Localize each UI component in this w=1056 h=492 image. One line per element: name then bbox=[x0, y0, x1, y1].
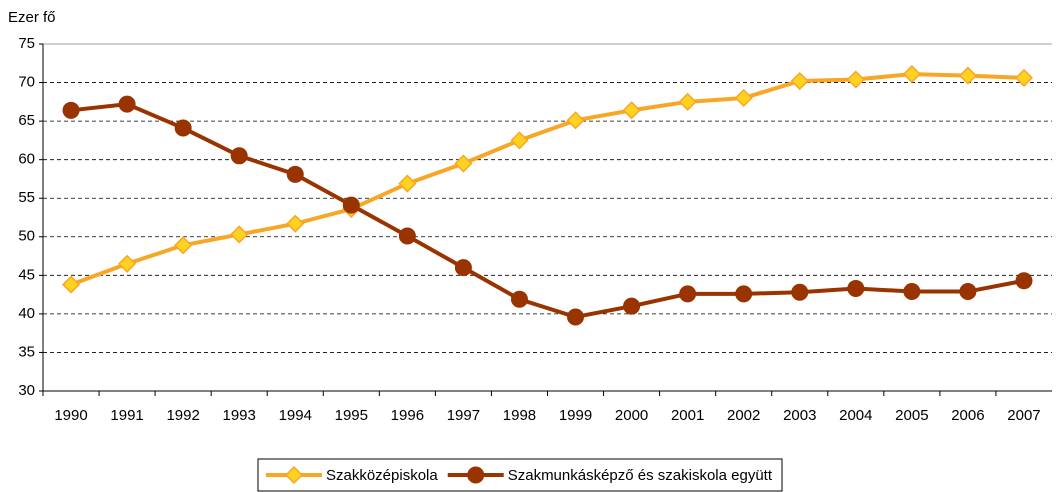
y-tick-label: 30 bbox=[18, 382, 35, 399]
y-tick-label: 65 bbox=[18, 112, 35, 129]
marker bbox=[510, 290, 528, 308]
x-tick-label: 2006 bbox=[951, 407, 984, 424]
y-tick-label: 40 bbox=[18, 305, 35, 322]
marker bbox=[622, 101, 641, 120]
marker bbox=[284, 465, 304, 485]
marker bbox=[958, 66, 977, 85]
marker bbox=[286, 165, 304, 183]
y-tick-label: 55 bbox=[18, 189, 35, 206]
x-tick-label: 2002 bbox=[727, 407, 760, 424]
marker bbox=[1014, 68, 1034, 87]
legend-label: Szakközépiskola bbox=[326, 467, 438, 484]
marker bbox=[174, 119, 192, 137]
marker bbox=[735, 285, 753, 303]
x-tick-label: 2001 bbox=[671, 407, 704, 424]
x-tick-label: 1993 bbox=[223, 407, 256, 424]
marker bbox=[342, 196, 360, 214]
marker bbox=[846, 70, 865, 89]
marker bbox=[398, 227, 416, 245]
marker bbox=[230, 225, 249, 244]
marker bbox=[398, 174, 417, 193]
marker bbox=[959, 283, 977, 301]
x-tick-label: 2007 bbox=[1007, 407, 1040, 424]
marker bbox=[623, 297, 641, 315]
marker bbox=[118, 254, 137, 273]
y-tick-label: 60 bbox=[18, 151, 35, 168]
marker bbox=[510, 131, 529, 150]
x-tick-label: 1998 bbox=[503, 407, 536, 424]
series-line bbox=[70, 72, 1025, 287]
marker bbox=[286, 214, 305, 233]
marker bbox=[791, 283, 809, 301]
x-tick-label: 2003 bbox=[783, 407, 816, 424]
marker bbox=[567, 308, 585, 326]
marker bbox=[847, 279, 865, 297]
marker bbox=[174, 236, 193, 255]
x-tick-label: 1994 bbox=[279, 407, 312, 424]
x-tick-label: 1997 bbox=[447, 407, 480, 424]
y-tick-label: 35 bbox=[18, 343, 35, 360]
marker bbox=[61, 275, 81, 294]
marker bbox=[734, 88, 753, 108]
x-tick-label: 1999 bbox=[559, 407, 592, 424]
marker bbox=[454, 259, 472, 277]
x-tick-label: 2000 bbox=[615, 407, 648, 424]
y-tick-label: 75 bbox=[18, 35, 35, 52]
legend-label: Szakmunkásképző és szakiskola együtt bbox=[508, 467, 773, 484]
marker bbox=[679, 285, 697, 303]
marker bbox=[790, 71, 809, 91]
marker bbox=[1015, 272, 1033, 290]
x-tick-label: 1990 bbox=[54, 407, 87, 424]
legend: Szakközépiskola Szakmunkásképző és szakis… bbox=[257, 458, 783, 492]
marker bbox=[118, 95, 136, 113]
series-line bbox=[70, 102, 1025, 320]
x-tick-label: 1996 bbox=[391, 407, 424, 424]
marker bbox=[454, 154, 473, 173]
x-tick-label: 2004 bbox=[839, 407, 872, 424]
marker bbox=[566, 111, 585, 130]
marker bbox=[902, 65, 921, 84]
x-tick-label: 1991 bbox=[110, 407, 143, 424]
y-tick-label: 45 bbox=[18, 266, 35, 283]
marker bbox=[467, 466, 485, 484]
x-tick-label: 2005 bbox=[895, 407, 928, 424]
marker bbox=[678, 92, 697, 111]
y-tick-label: 50 bbox=[18, 228, 35, 245]
x-tick-label: 1995 bbox=[335, 407, 368, 424]
marker bbox=[903, 283, 921, 301]
marker bbox=[230, 147, 248, 165]
marker bbox=[62, 101, 80, 119]
x-tick-label: 1992 bbox=[166, 407, 199, 424]
legend-box bbox=[257, 458, 783, 492]
y-axis-label: Ezer fő bbox=[8, 9, 56, 26]
y-tick-label: 70 bbox=[18, 74, 35, 91]
